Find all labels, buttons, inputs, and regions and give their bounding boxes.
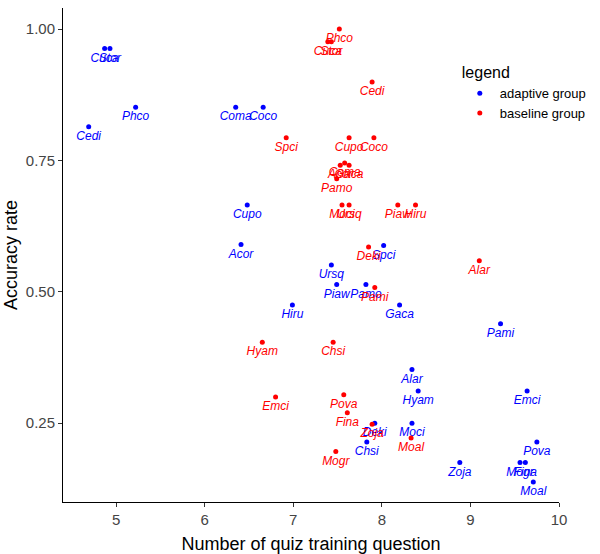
svg-text:Emci: Emci [262, 399, 289, 413]
svg-text:Ursq: Ursq [319, 267, 345, 281]
svg-text:Hiru: Hiru [405, 207, 427, 221]
svg-text:Moci: Moci [329, 207, 355, 221]
svg-text:baseline group: baseline group [500, 106, 585, 121]
svg-text:Acor: Acor [327, 167, 354, 181]
svg-text:Gaca: Gaca [385, 307, 414, 321]
svg-text:Pamo: Pamo [350, 287, 382, 301]
svg-text:Cuca: Cuca [91, 51, 119, 65]
svg-text:Piaw: Piaw [385, 207, 412, 221]
svg-text:Fina: Fina [514, 465, 538, 479]
svg-text:0.75: 0.75 [26, 152, 55, 169]
svg-text:Coma: Coma [329, 165, 361, 179]
svg-text:Coco: Coco [360, 140, 388, 154]
svg-text:Piaw: Piaw [324, 287, 351, 301]
svg-text:Moal: Moal [398, 440, 424, 454]
svg-text:1.00: 1.00 [26, 20, 55, 37]
svg-text:9: 9 [466, 511, 474, 528]
svg-text:Acor: Acor [228, 247, 255, 261]
svg-text:0.50: 0.50 [26, 283, 55, 300]
svg-text:Spci: Spci [275, 140, 299, 154]
svg-text:Stor: Stor [320, 44, 343, 58]
svg-text:Hyam: Hyam [247, 344, 278, 358]
svg-text:Alar: Alar [400, 372, 423, 386]
svg-text:Moal: Moal [520, 484, 546, 498]
svg-text:Cupo: Cupo [233, 207, 262, 221]
svg-text:Pova: Pova [523, 444, 551, 458]
svg-text:Phco: Phco [326, 31, 354, 45]
svg-text:8: 8 [378, 511, 386, 528]
svg-text:5: 5 [112, 511, 120, 528]
svg-text:Mogr: Mogr [506, 465, 534, 479]
svg-text:Hyam: Hyam [402, 393, 433, 407]
svg-text:10: 10 [551, 511, 568, 528]
svg-text:Deki: Deki [357, 249, 381, 263]
svg-text:6: 6 [201, 511, 209, 528]
svg-text:Hiru: Hiru [281, 307, 303, 321]
svg-text:Moci: Moci [399, 425, 425, 439]
svg-text:Coma: Coma [220, 109, 252, 123]
svg-text:Accuracy rate: Accuracy rate [1, 200, 21, 310]
svg-text:Pamo: Pamo [321, 181, 353, 195]
svg-text:Spci: Spci [372, 248, 396, 262]
svg-text:legend: legend [462, 64, 510, 81]
svg-text:Cupo: Cupo [335, 140, 364, 154]
svg-text:Stor: Stor [99, 51, 122, 65]
svg-text:Coco: Coco [249, 109, 277, 123]
svg-text:Pami: Pami [361, 290, 389, 304]
svg-text:Fina: Fina [336, 415, 360, 429]
svg-text:Mogr: Mogr [322, 454, 350, 468]
svg-text:Pami: Pami [487, 326, 515, 340]
svg-text:Zoja: Zoja [359, 426, 384, 440]
svg-text:Cuca: Cuca [314, 44, 342, 58]
svg-text:Cedi: Cedi [76, 129, 101, 143]
svg-text:0.25: 0.25 [26, 414, 55, 431]
svg-text:Emci: Emci [514, 393, 541, 407]
svg-text:Cedi: Cedi [360, 84, 385, 98]
svg-text:Ursq: Ursq [336, 207, 362, 221]
svg-text:adaptive group: adaptive group [500, 86, 586, 101]
svg-text:7: 7 [289, 511, 297, 528]
svg-text:Deki: Deki [363, 425, 387, 439]
svg-text:Pova: Pova [330, 397, 358, 411]
svg-text:Chsi: Chsi [321, 344, 345, 358]
svg-text:Phco: Phco [122, 109, 150, 123]
svg-text:Alar: Alar [468, 263, 491, 277]
svg-text:Chsi: Chsi [355, 444, 379, 458]
svg-text:Gaca: Gaca [335, 167, 364, 181]
svg-text:Zoja: Zoja [447, 465, 472, 479]
svg-text:Number of quiz training questi: Number of quiz training question [181, 534, 440, 554]
